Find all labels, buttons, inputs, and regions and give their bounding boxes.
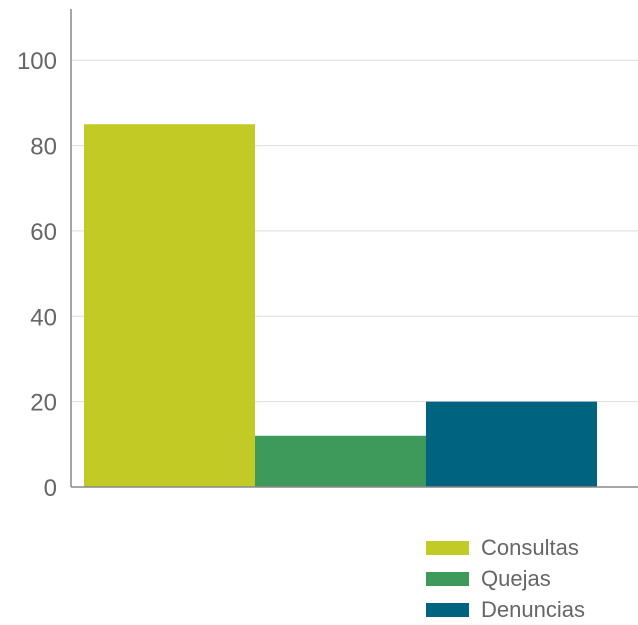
legend-label-quejas: Quejas [481, 565, 551, 591]
legend-item-quejas: Quejas [426, 563, 585, 594]
y-tick-label-60: 60 [30, 219, 57, 246]
y-tick-label-40: 40 [30, 304, 57, 331]
y-tick-label-100: 100 [17, 48, 57, 75]
legend-swatch-denuncias [426, 602, 469, 617]
bars [84, 124, 597, 487]
bar-quejas [255, 435, 426, 487]
legend-swatch-quejas [426, 571, 469, 586]
legend-label-consultas: Consultas [481, 534, 579, 560]
legend: Consultas Quejas Denuncias [426, 532, 585, 625]
y-tick-label-0: 0 [44, 475, 57, 500]
legend-item-consultas: Consultas [426, 532, 585, 563]
legend-label-denuncias: Denuncias [481, 596, 585, 622]
bar-consultas [84, 124, 255, 487]
legend-swatch-consultas [426, 540, 469, 555]
y-tick-labels: 0 20 40 60 80 100 [17, 48, 57, 500]
bar-denuncias [426, 401, 597, 487]
y-tick-label-20: 20 [30, 390, 57, 417]
bar-chart: 0 20 40 60 80 100 [17, 9, 638, 500]
legend-item-denuncias: Denuncias [426, 594, 585, 625]
y-tick-label-80: 80 [30, 134, 57, 161]
